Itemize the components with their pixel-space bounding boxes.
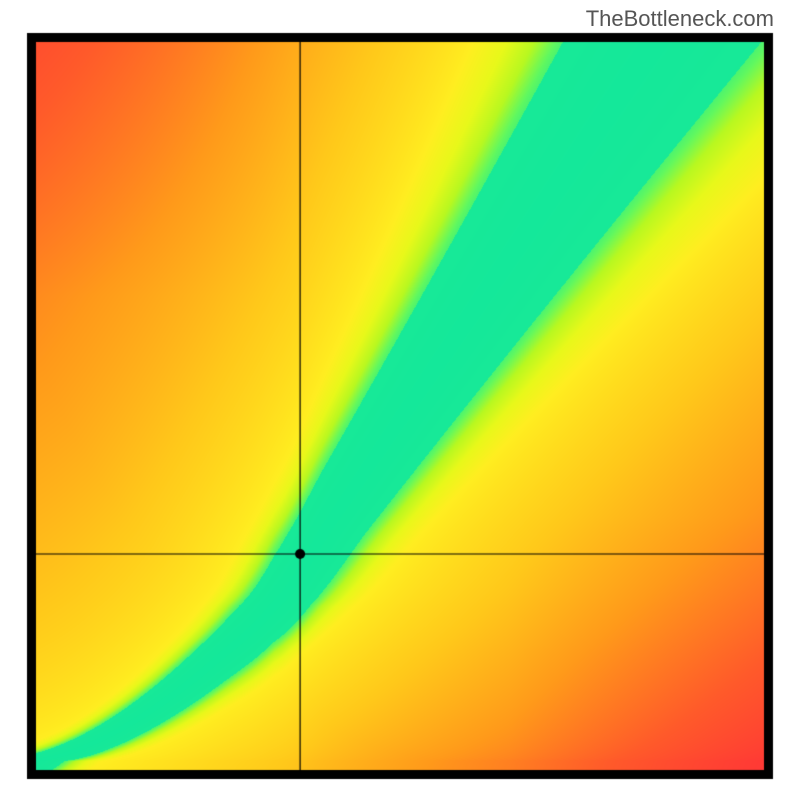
chart-container: TheBottleneck.com	[0, 0, 800, 800]
bottleneck-heatmap-canvas	[0, 0, 800, 800]
